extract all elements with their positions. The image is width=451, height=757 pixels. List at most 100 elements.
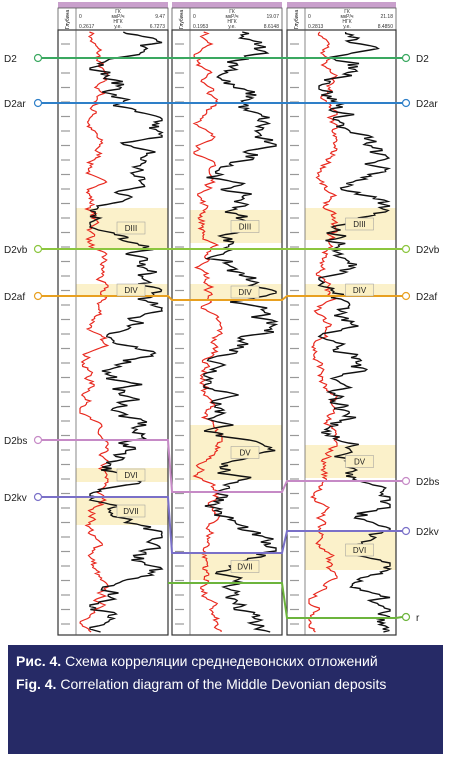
track bbox=[57, 29, 169, 636]
horizon-label: D2ar bbox=[416, 99, 438, 110]
header-bar bbox=[287, 2, 396, 8]
zone-label-box bbox=[230, 446, 260, 459]
zone-label: DVII bbox=[237, 563, 253, 572]
horizon-label: D2vb bbox=[416, 245, 440, 256]
header-text: НГК bbox=[113, 19, 122, 25]
zone-label-box bbox=[116, 283, 146, 297]
horizon-marker bbox=[33, 492, 43, 502]
caption-en: Fig. 4. Correlation diagram of the Middl… bbox=[16, 676, 435, 693]
header-text: мкР/ч bbox=[341, 14, 354, 20]
log-curve bbox=[79, 31, 110, 633]
horizon-marker bbox=[401, 476, 411, 486]
header-text: 0 bbox=[308, 14, 311, 20]
zone-label: DVI bbox=[124, 471, 137, 480]
horizon-label: D2 bbox=[4, 54, 17, 65]
header-text: 0 bbox=[193, 14, 196, 20]
header-bar bbox=[58, 2, 168, 8]
caption-label: Рис. 4. bbox=[16, 653, 62, 669]
zone-label-box bbox=[230, 220, 260, 233]
horizon-marker bbox=[401, 612, 411, 622]
zone-label: DV bbox=[354, 458, 366, 467]
horizon-marker bbox=[401, 244, 411, 254]
zone-label-box bbox=[116, 468, 146, 482]
zone-label: DIV bbox=[238, 288, 252, 297]
zone-label: DIII bbox=[239, 223, 251, 232]
horizon-label: D2bs bbox=[4, 436, 27, 447]
zone-label-box bbox=[116, 221, 146, 235]
log-curve bbox=[192, 31, 223, 633]
horizon-label: D2af bbox=[4, 292, 25, 303]
header-text: у.е. bbox=[343, 24, 351, 30]
zone-label: DIII bbox=[353, 220, 365, 229]
header-text: ГК bbox=[229, 9, 235, 15]
track bbox=[286, 29, 397, 636]
zone-label: DIII bbox=[125, 224, 137, 233]
horizon-line bbox=[42, 295, 402, 301]
zone-label: DVI bbox=[353, 546, 366, 555]
header-text: НГК bbox=[227, 19, 236, 25]
horizon-label: D2kv bbox=[4, 493, 27, 504]
horizon-label: D2bs bbox=[416, 477, 439, 488]
depth-header: Глубина bbox=[65, 10, 71, 29]
depth-header: Глубина bbox=[294, 10, 300, 29]
horizon-label: D2kv bbox=[416, 527, 439, 538]
zone-label: DVII bbox=[123, 507, 139, 516]
horizon-line bbox=[168, 582, 403, 619]
horizon-marker bbox=[401, 526, 411, 536]
horizon-marker bbox=[33, 98, 43, 108]
header-text: 21.18 bbox=[380, 14, 393, 20]
header-text: 0.2617 bbox=[79, 24, 95, 30]
header-text: мкР/ч bbox=[112, 14, 125, 20]
horizon-label: r bbox=[416, 613, 420, 624]
horizon-label: D2vb bbox=[4, 245, 28, 256]
header-bar bbox=[172, 2, 282, 8]
horizon-marker bbox=[33, 53, 43, 63]
header-text: 0 bbox=[79, 14, 82, 20]
horizon-marker bbox=[33, 435, 43, 445]
horizon-label: D2 bbox=[416, 54, 429, 65]
horizon-marker bbox=[33, 244, 43, 254]
header-text: 0.1953 bbox=[193, 24, 209, 30]
header-text: 0.2813 bbox=[308, 24, 324, 30]
log-curve bbox=[88, 31, 164, 633]
header-text: у.е. bbox=[228, 24, 236, 30]
caption: Рис. 4. Схема корреляции среднедевонских… bbox=[8, 645, 443, 754]
zone-label: DV bbox=[239, 449, 251, 458]
caption-text: Схема корреляции среднедевонских отложен… bbox=[65, 653, 378, 669]
header-text: 19.07 bbox=[266, 14, 279, 20]
log-curve bbox=[203, 31, 279, 633]
horizon-marker bbox=[401, 53, 411, 63]
zone-label-box bbox=[345, 283, 374, 297]
figure: Глубина ГК 0 мкР/ч 9.47 НГК 0.2617 у.е. 6.7273 Гл… bbox=[4, 2, 440, 636]
header-text: 9.47 bbox=[155, 14, 165, 20]
track bbox=[171, 29, 283, 636]
header-text: НГК bbox=[342, 19, 351, 25]
horizon-label: D2ar bbox=[4, 99, 26, 110]
zone-label-box bbox=[230, 285, 260, 299]
zone-label-box bbox=[345, 217, 374, 231]
header-text: 8.4850 bbox=[378, 24, 394, 30]
horizon-label: D2af bbox=[416, 292, 437, 303]
zone-label: DIV bbox=[124, 286, 138, 295]
caption-ru: Рис. 4. Схема корреляции среднедевонских… bbox=[16, 653, 435, 670]
header-text: ГК bbox=[115, 9, 121, 15]
header-text: 6.7273 bbox=[150, 24, 166, 30]
horizon-marker bbox=[401, 98, 411, 108]
zone-label: DIV bbox=[353, 286, 367, 295]
zone-label-box bbox=[345, 455, 374, 468]
horizon-line bbox=[42, 496, 402, 554]
header-text: 8.6148 bbox=[264, 24, 280, 30]
header-text: мкР/ч bbox=[226, 14, 239, 20]
horizon-marker bbox=[33, 291, 43, 301]
zone-label-box bbox=[116, 504, 146, 518]
zone-label-box bbox=[230, 560, 260, 573]
zone-label-box bbox=[345, 543, 374, 557]
horizon-marker bbox=[401, 291, 411, 301]
caption-label: Fig. 4. bbox=[16, 676, 57, 692]
header-text: у.е. bbox=[114, 24, 122, 30]
caption-text: Correlation diagram of the Middle Devoni… bbox=[60, 676, 387, 692]
horizon-line bbox=[42, 439, 402, 493]
depth-header: Глубина bbox=[179, 10, 185, 29]
header-text: ГК bbox=[344, 9, 350, 15]
